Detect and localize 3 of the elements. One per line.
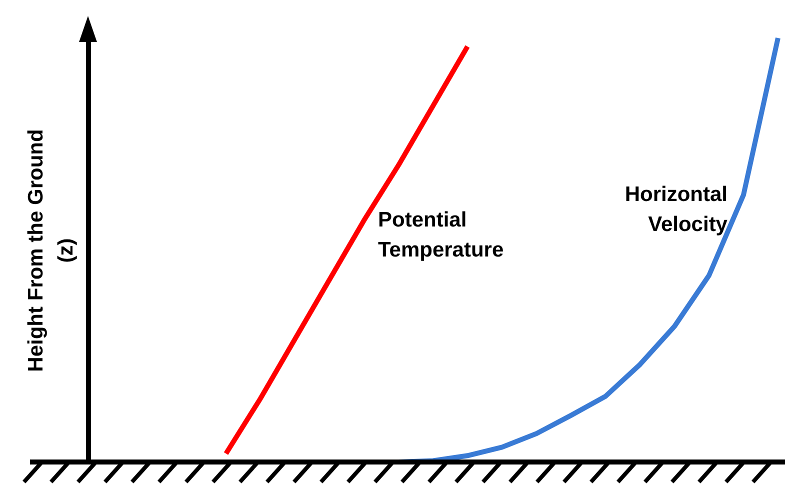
series-label: Horizontal Velocity (624, 182, 728, 236)
y-axis-title: Height From the Ground (z) (24, 129, 78, 372)
series-label: Potential Temperature (378, 208, 504, 262)
